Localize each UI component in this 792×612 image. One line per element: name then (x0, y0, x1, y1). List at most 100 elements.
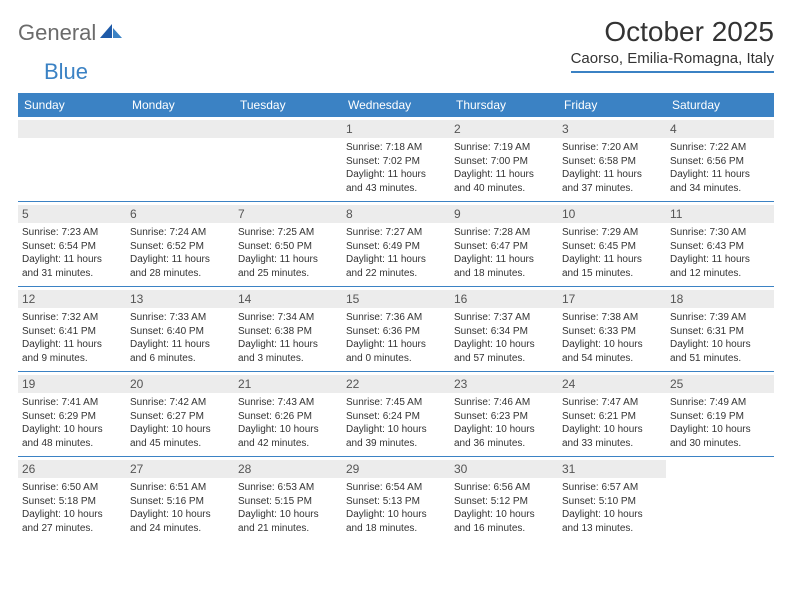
day-number: 3 (558, 120, 666, 138)
day-cell: 24Sunrise: 7:47 AMSunset: 6:21 PMDayligh… (558, 372, 666, 456)
day-line: Daylight: 11 hours (238, 338, 338, 352)
day-number: 7 (234, 205, 342, 223)
day-cell (126, 117, 234, 201)
day-line: Daylight: 10 hours (22, 508, 122, 522)
day-number: 30 (450, 460, 558, 478)
day-cell: 5Sunrise: 7:23 AMSunset: 6:54 PMDaylight… (18, 202, 126, 286)
day-line: Daylight: 10 hours (238, 423, 338, 437)
day-line: Sunset: 5:13 PM (346, 495, 446, 509)
day-line: Sunset: 6:24 PM (346, 410, 446, 424)
day-line: Daylight: 10 hours (238, 508, 338, 522)
week-row: 5Sunrise: 7:23 AMSunset: 6:54 PMDaylight… (18, 202, 774, 287)
day-number: 10 (558, 205, 666, 223)
day-line: Sunset: 6:36 PM (346, 325, 446, 339)
day-line: Sunset: 6:33 PM (562, 325, 662, 339)
day-line: Daylight: 10 hours (454, 338, 554, 352)
day-number: 24 (558, 375, 666, 393)
day-line: Sunset: 6:19 PM (670, 410, 770, 424)
day-line: Sunrise: 7:46 AM (454, 396, 554, 410)
day-number: 18 (666, 290, 774, 308)
day-line: Sunrise: 7:33 AM (130, 311, 230, 325)
day-line: Sunset: 6:52 PM (130, 240, 230, 254)
day-line: Sunrise: 7:30 AM (670, 226, 770, 240)
day-line: Sunset: 6:27 PM (130, 410, 230, 424)
day-line: and 28 minutes. (130, 267, 230, 281)
day-line: and 22 minutes. (346, 267, 446, 281)
dow-mon: Monday (126, 93, 234, 117)
day-line: Sunrise: 7:47 AM (562, 396, 662, 410)
day-line: Sunrise: 7:24 AM (130, 226, 230, 240)
day-line: Sunrise: 7:29 AM (562, 226, 662, 240)
day-line: and 51 minutes. (670, 352, 770, 366)
day-line: Daylight: 10 hours (670, 423, 770, 437)
day-line: Daylight: 10 hours (562, 508, 662, 522)
day-line: Sunrise: 7:45 AM (346, 396, 446, 410)
dow-row: Sunday Monday Tuesday Wednesday Thursday… (18, 93, 774, 117)
day-number: 12 (18, 290, 126, 308)
weeks-container: 1Sunrise: 7:18 AMSunset: 7:02 PMDaylight… (18, 117, 774, 541)
day-line: Sunset: 5:16 PM (130, 495, 230, 509)
day-line: Sunset: 6:34 PM (454, 325, 554, 339)
day-number: 28 (234, 460, 342, 478)
day-line: Sunset: 5:10 PM (562, 495, 662, 509)
day-number: 9 (450, 205, 558, 223)
day-line: Sunset: 6:45 PM (562, 240, 662, 254)
day-line: and 9 minutes. (22, 352, 122, 366)
day-line: Sunrise: 7:49 AM (670, 396, 770, 410)
day-line: Daylight: 10 hours (346, 423, 446, 437)
day-cell: 28Sunrise: 6:53 AMSunset: 5:15 PMDayligh… (234, 457, 342, 541)
day-line: Daylight: 10 hours (454, 508, 554, 522)
day-line: and 30 minutes. (670, 437, 770, 451)
day-line: and 18 minutes. (454, 267, 554, 281)
day-line: Sunrise: 7:19 AM (454, 141, 554, 155)
brand-sail-icon (100, 22, 122, 45)
day-line: Daylight: 11 hours (22, 253, 122, 267)
day-line: Sunrise: 7:42 AM (130, 396, 230, 410)
day-line: and 37 minutes. (562, 182, 662, 196)
day-line: Sunrise: 6:57 AM (562, 481, 662, 495)
day-cell: 21Sunrise: 7:43 AMSunset: 6:26 PMDayligh… (234, 372, 342, 456)
day-line: Sunset: 5:15 PM (238, 495, 338, 509)
week-row: 26Sunrise: 6:50 AMSunset: 5:18 PMDayligh… (18, 457, 774, 541)
empty-day-header (18, 120, 126, 138)
title-block: October 2025 Caorso, Emilia-Romagna, Ita… (571, 16, 774, 73)
day-number: 17 (558, 290, 666, 308)
day-line: Sunset: 6:40 PM (130, 325, 230, 339)
day-cell (18, 117, 126, 201)
day-line: and 25 minutes. (238, 267, 338, 281)
brand-logo: General (18, 20, 124, 46)
day-line: and 16 minutes. (454, 522, 554, 536)
day-cell: 15Sunrise: 7:36 AMSunset: 6:36 PMDayligh… (342, 287, 450, 371)
day-cell: 1Sunrise: 7:18 AMSunset: 7:02 PMDaylight… (342, 117, 450, 201)
day-number: 1 (342, 120, 450, 138)
day-line: Sunrise: 6:56 AM (454, 481, 554, 495)
day-line: and 54 minutes. (562, 352, 662, 366)
day-line: Sunrise: 6:54 AM (346, 481, 446, 495)
dow-thu: Thursday (450, 93, 558, 117)
day-cell: 30Sunrise: 6:56 AMSunset: 5:12 PMDayligh… (450, 457, 558, 541)
day-line: Sunset: 6:41 PM (22, 325, 122, 339)
day-line: Daylight: 11 hours (346, 338, 446, 352)
day-line: Sunrise: 7:39 AM (670, 311, 770, 325)
day-line: Sunrise: 7:34 AM (238, 311, 338, 325)
day-line: Daylight: 11 hours (454, 168, 554, 182)
day-cell: 17Sunrise: 7:38 AMSunset: 6:33 PMDayligh… (558, 287, 666, 371)
day-line: Sunrise: 7:38 AM (562, 311, 662, 325)
day-line: Daylight: 11 hours (238, 253, 338, 267)
day-number: 4 (666, 120, 774, 138)
day-line: Sunset: 5:18 PM (22, 495, 122, 509)
day-number: 6 (126, 205, 234, 223)
day-line: Sunset: 6:23 PM (454, 410, 554, 424)
day-line: Daylight: 11 hours (130, 338, 230, 352)
day-line: Sunset: 6:49 PM (346, 240, 446, 254)
day-line: Sunrise: 7:20 AM (562, 141, 662, 155)
day-number: 23 (450, 375, 558, 393)
day-cell: 22Sunrise: 7:45 AMSunset: 6:24 PMDayligh… (342, 372, 450, 456)
day-number: 14 (234, 290, 342, 308)
day-line: Daylight: 11 hours (670, 253, 770, 267)
day-line: and 6 minutes. (130, 352, 230, 366)
day-cell: 23Sunrise: 7:46 AMSunset: 6:23 PMDayligh… (450, 372, 558, 456)
day-number: 8 (342, 205, 450, 223)
day-cell: 3Sunrise: 7:20 AMSunset: 6:58 PMDaylight… (558, 117, 666, 201)
day-cell: 10Sunrise: 7:29 AMSunset: 6:45 PMDayligh… (558, 202, 666, 286)
